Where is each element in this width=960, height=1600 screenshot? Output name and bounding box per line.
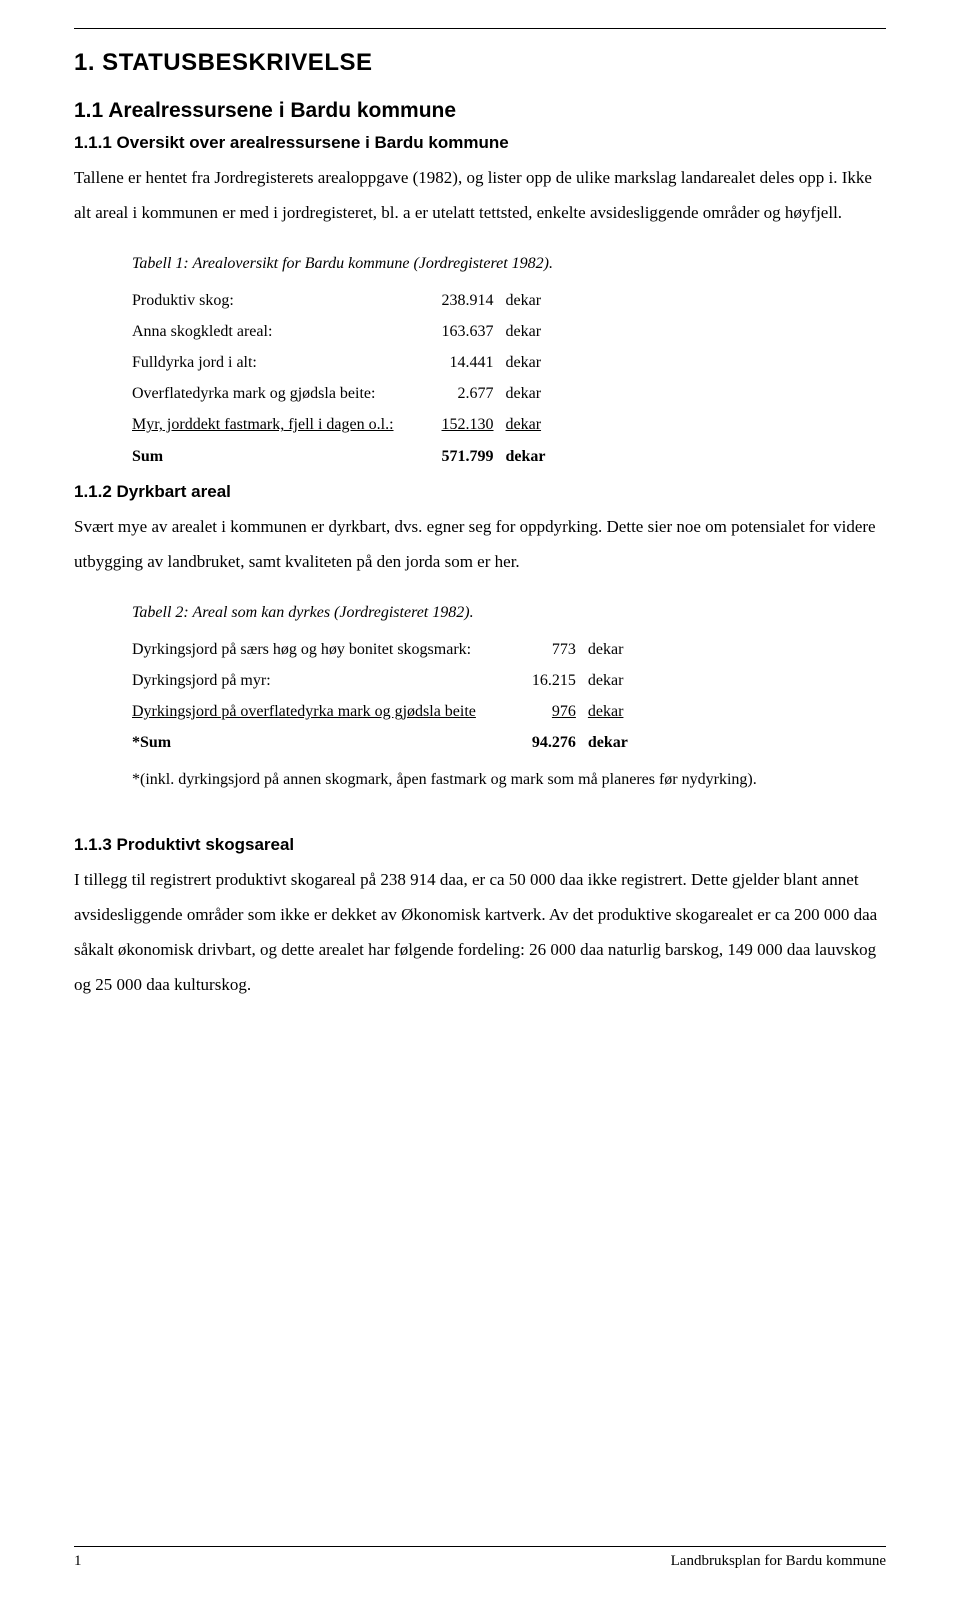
- page-number: 1: [74, 1553, 82, 1570]
- table-cell-label: Anna skogkledt areal:: [132, 316, 404, 347]
- table-row: Dyrkingsjord på myr: 16.215 dekar: [132, 665, 638, 696]
- table-cell-value: 773: [486, 634, 586, 665]
- table-cell-unit: dekar: [586, 634, 638, 665]
- table-row: Myr, jorddekt fastmark, fjell i dagen o.…: [132, 409, 556, 440]
- table-cell-value: 2.677: [404, 378, 504, 409]
- para-1-1-2: Svært mye av arealet i kommunen er dyrkb…: [74, 510, 886, 580]
- table-cell-unit: dekar: [504, 316, 556, 347]
- table-cell-unit: dekar: [586, 665, 638, 696]
- table-row-sum: *Sum 94.276 dekar: [132, 727, 638, 758]
- table-cell-unit: dekar: [586, 727, 638, 758]
- table1-caption: Tabell 1: Arealoversikt for Bardu kommun…: [132, 255, 886, 273]
- table-cell-label: Produktiv skog:: [132, 285, 404, 316]
- table-row: Dyrkingsjord på overflatedyrka mark og g…: [132, 696, 638, 727]
- table-row: Dyrkingsjord på særs høg og høy bonitet …: [132, 634, 638, 665]
- table-row-sum: Sum 571.799 dekar: [132, 441, 556, 472]
- table2-caption: Tabell 2: Areal som kan dyrkes (Jordregi…: [132, 604, 886, 622]
- table-cell-label: Dyrkingsjord på overflatedyrka mark og g…: [132, 696, 486, 727]
- heading-1-1: 1.1 Arealressursene i Bardu kommune: [74, 99, 886, 123]
- heading-1-1-2: 1.1.2 Dyrkbart areal: [74, 482, 231, 501]
- doc-title: Landbruksplan for Bardu kommune: [671, 1553, 886, 1570]
- table-cell-label: *Sum: [132, 727, 486, 758]
- table-cell-unit: dekar: [504, 285, 556, 316]
- table-row: Anna skogkledt areal: 163.637 dekar: [132, 316, 556, 347]
- table-cell-value: 571.799: [404, 441, 504, 472]
- table2: Dyrkingsjord på særs høg og høy bonitet …: [132, 634, 638, 759]
- table-cell-label: Dyrkingsjord på særs høg og høy bonitet …: [132, 634, 486, 665]
- table-cell-value: 163.637: [404, 316, 504, 347]
- table-cell-value: 14.441: [404, 347, 504, 378]
- table-cell-label: Sum: [132, 441, 404, 472]
- table1: Produktiv skog: 238.914 dekar Anna skogk…: [132, 285, 556, 472]
- table-cell-value: 94.276: [486, 727, 586, 758]
- table-cell-unit: dekar: [586, 696, 638, 727]
- table-cell-unit: dekar: [504, 409, 556, 440]
- table-cell-label: Dyrkingsjord på myr:: [132, 665, 486, 696]
- para-1-1-3: I tillegg til registrert produktivt skog…: [74, 863, 886, 1002]
- table-cell-value: 238.914: [404, 285, 504, 316]
- page-footer: 1 Landbruksplan for Bardu kommune: [74, 1546, 886, 1570]
- heading-1-1-1: 1.1.1 Oversikt over arealressursene i Ba…: [74, 133, 509, 152]
- table-cell-label: Overflatedyrka mark og gjødsla beite:: [132, 378, 404, 409]
- heading-main: 1. STATUSBESKRIVELSE: [74, 49, 886, 77]
- table-row: Produktiv skog: 238.914 dekar: [132, 285, 556, 316]
- table-cell-value: 976: [486, 696, 586, 727]
- table-cell-value: 152.130: [404, 409, 504, 440]
- table-cell-label: Myr, jorddekt fastmark, fjell i dagen o.…: [132, 409, 404, 440]
- table-cell-unit: dekar: [504, 378, 556, 409]
- table2-note: *(inkl. dyrkingsjord på annen skogmark, …: [132, 764, 812, 795]
- para-1-1-1: Tallene er hentet fra Jordregisterets ar…: [74, 161, 886, 231]
- table-cell-value: 16.215: [486, 665, 586, 696]
- heading-1-1-3: 1.1.3 Produktivt skogsareal: [74, 835, 294, 854]
- table-cell-label: Fulldyrka jord i alt:: [132, 347, 404, 378]
- table-cell-unit: dekar: [504, 441, 556, 472]
- table-row: Fulldyrka jord i alt: 14.441 dekar: [132, 347, 556, 378]
- table-cell-unit: dekar: [504, 347, 556, 378]
- table-row: Overflatedyrka mark og gjødsla beite: 2.…: [132, 378, 556, 409]
